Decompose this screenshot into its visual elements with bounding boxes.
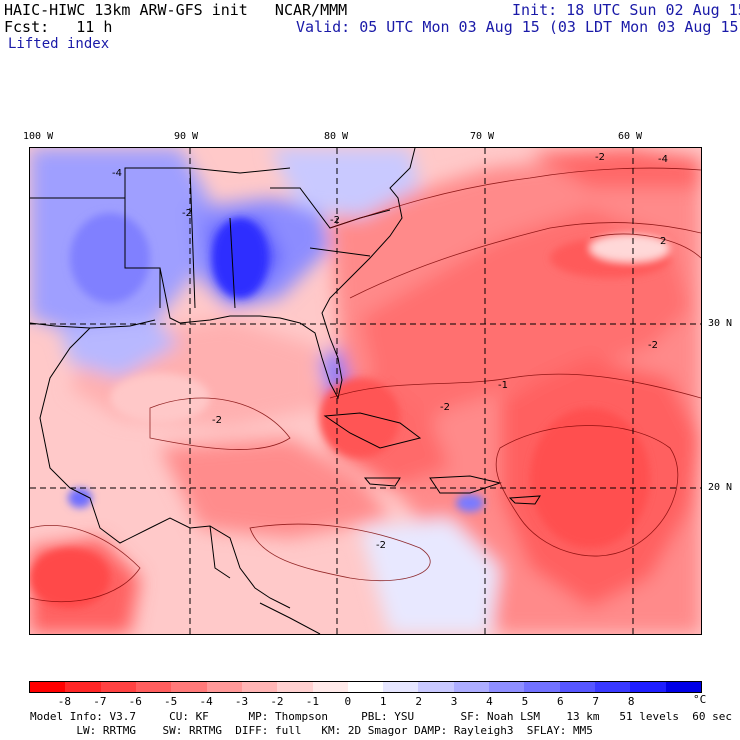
model-title: HAIC-HIWC 13km ARW-GFS init NCAR/MMM xyxy=(4,1,348,19)
contour-label: -2 xyxy=(182,208,192,219)
graticule xyxy=(30,148,701,634)
contour-lines xyxy=(30,167,701,603)
colorbar xyxy=(29,681,702,693)
colorbar-swatch xyxy=(135,682,172,692)
contour-label: -4 xyxy=(112,168,122,179)
colorbar-tick-label: -2 xyxy=(270,695,284,708)
colorbar-tick-label: 1 xyxy=(379,695,387,708)
colorbar-swatch xyxy=(100,682,136,692)
colorbar-swatch xyxy=(665,682,701,692)
forecast-hour: Fcst: 11 h xyxy=(4,18,113,36)
lon-label-60w: 60 W xyxy=(618,131,643,142)
model-info-line2: LW: RRTMG SW: RRTMG DIFF: full KM: 2D Sm… xyxy=(30,724,593,737)
valid-time: Valid: 05 UTC Mon 03 Aug 15 (03 LDT Mon … xyxy=(296,18,740,36)
colorbar-swatch xyxy=(30,682,66,692)
lat-label-30n: 30 N xyxy=(708,318,733,329)
lon-label-90w: 90 W xyxy=(174,131,199,142)
colorbar-swatch xyxy=(453,682,490,692)
contour-label: -2 xyxy=(648,340,658,351)
contour-label: 2 xyxy=(660,236,666,247)
colorbar-swatch xyxy=(312,682,348,692)
colorbar-swatch xyxy=(347,682,384,692)
colorbar-tick-label: 5 xyxy=(521,695,529,708)
contour-label: -2 xyxy=(376,540,386,551)
colorbar-unit: °C xyxy=(693,693,707,706)
contour-label: -2 xyxy=(330,215,340,226)
contour-label: -2 xyxy=(212,415,222,426)
colorbar-tick-label: -4 xyxy=(199,695,213,708)
colorbar-swatch xyxy=(595,682,631,692)
colorbar-swatch xyxy=(277,682,313,692)
colorbar-tick-label: 3 xyxy=(450,695,458,708)
lifted-index-map: -4 -2 -2 -2 -2 -2 -2 2 -4 -1 -2 xyxy=(29,147,702,635)
model-info-line1: Model Info: V3.7 CU: KF MP: Thompson PBL… xyxy=(30,710,732,723)
colorbar-tick-label: 0 xyxy=(344,695,352,708)
colorbar-swatch xyxy=(206,682,242,692)
colorbar-tick-label: -8 xyxy=(57,695,72,708)
colorbar-swatch xyxy=(65,682,101,692)
colorbar-tick-label: 8 xyxy=(627,695,635,708)
colorbar-tick-label: 7 xyxy=(592,695,600,708)
colorbar-swatch xyxy=(559,682,595,692)
lon-label-100w: 100 W xyxy=(23,131,54,142)
colorbar-tick-label: 4 xyxy=(486,695,493,708)
colorbar-swatch xyxy=(383,682,419,692)
colorbar-swatch xyxy=(171,682,207,692)
colorbar-tick-label: -6 xyxy=(128,695,142,708)
contour-label: -2 xyxy=(595,152,605,163)
colorbar-tick-label: 2 xyxy=(415,695,422,708)
init-time: Init: 18 UTC Sun 02 Aug 15 xyxy=(512,1,740,19)
contour-label: -1 xyxy=(498,380,508,391)
field-name: Lifted index xyxy=(8,36,110,52)
colorbar-swatch xyxy=(524,682,560,692)
colorbar-tick-label: 6 xyxy=(557,695,564,708)
colorbar-swatch xyxy=(418,682,454,692)
colorbar-swatch xyxy=(630,682,666,692)
colorbar-tick-label: -5 xyxy=(164,695,178,708)
lon-label-70w: 70 W xyxy=(470,131,495,142)
colorbar-tick-label: -7 xyxy=(93,695,107,708)
lon-label-80w: 80 W xyxy=(324,131,349,142)
colorbar-tick-label: -1 xyxy=(305,695,319,708)
contour-label: -2 xyxy=(440,402,450,413)
map-canvas: -4 -2 -2 -2 -2 -2 -2 2 -4 -1 -2 xyxy=(30,148,701,634)
colorbar-swatch xyxy=(489,682,525,692)
lat-label-20n: 20 N xyxy=(708,482,733,493)
colorbar-swatch xyxy=(241,682,278,692)
contour-label: -4 xyxy=(658,154,668,165)
field-detail xyxy=(30,213,670,608)
colorbar-tick-label: -3 xyxy=(234,695,249,708)
